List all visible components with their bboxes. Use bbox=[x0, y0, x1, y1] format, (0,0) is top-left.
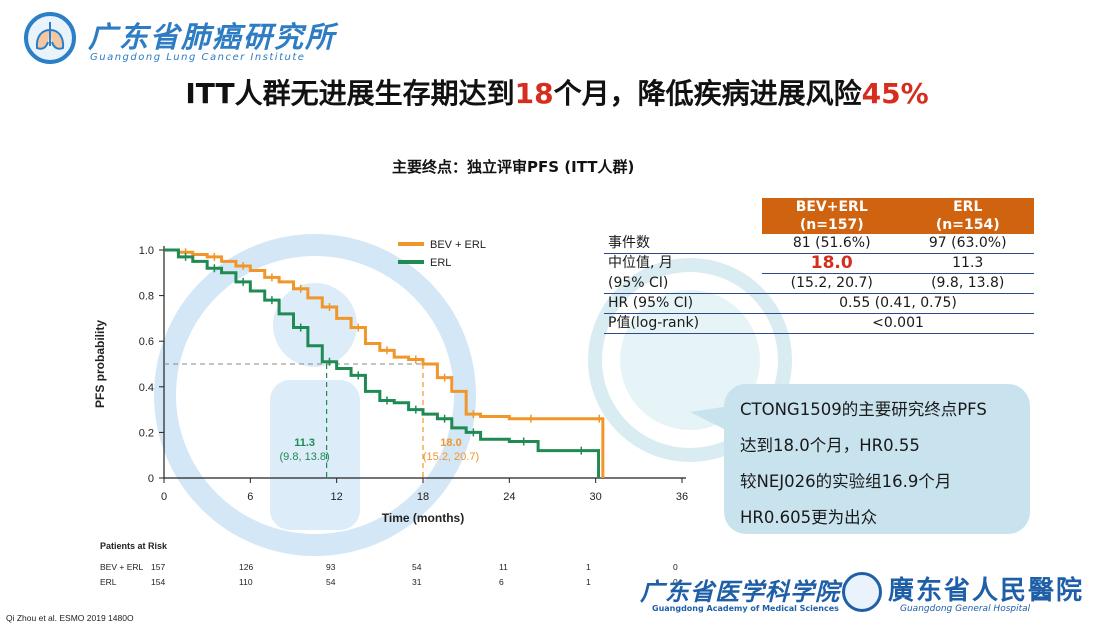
risk-title: Patients at Risk bbox=[100, 541, 168, 551]
y-tick-label: 0.8 bbox=[139, 291, 154, 303]
table-row: 中位值, 月 18.0 11.3 bbox=[604, 254, 1034, 274]
cell-value: (15.2, 20.7) bbox=[762, 273, 902, 294]
legend-label: BEV + ERL bbox=[430, 239, 486, 251]
y-tick-label: 0.4 bbox=[139, 382, 154, 394]
risk-cell: 0 bbox=[673, 577, 678, 587]
y-tick-label: 0 bbox=[148, 473, 154, 485]
table-row: 事件数 81 (51.6%) 97 (63.0%) bbox=[604, 234, 1034, 254]
cell-value: 0.55 (0.41, 0.75) bbox=[762, 293, 1034, 314]
academy-name-cn: 广东省医学科学院 bbox=[640, 577, 840, 606]
risk-cell: 31 bbox=[412, 577, 422, 587]
risk-cell: 0 bbox=[673, 562, 678, 572]
series-line-erl bbox=[164, 248, 601, 478]
risk-cell: 154 bbox=[151, 577, 166, 587]
academy-logo: 广东省医学科学院 Guangdong Academy of Medical Sc… bbox=[640, 572, 839, 616]
institute-name-cn: 广东省肺癌研究所 bbox=[88, 20, 337, 54]
median-ci-label: (15.2, 20.7) bbox=[423, 451, 479, 463]
row-label: HR (95% CI) bbox=[604, 293, 762, 314]
row-label: P值(log-rank) bbox=[604, 313, 762, 334]
legend-label: ERL bbox=[430, 257, 451, 269]
row-label: (95% CI) bbox=[604, 273, 762, 294]
cell-value: (9.8, 13.8) bbox=[901, 273, 1034, 294]
y-tick-label: 0.6 bbox=[139, 336, 154, 348]
callout-line: HR0.605更为出众 bbox=[740, 508, 878, 527]
callout-tail bbox=[690, 406, 730, 432]
risk-cell: 11 bbox=[499, 562, 508, 572]
hospital-name-en: Guangdong General Hospital bbox=[900, 604, 1031, 614]
callout-box: CTONG1509的主要研究终点PFS 达到18.0个月，HR0.55 较NEJ… bbox=[724, 384, 1030, 534]
y-axis-label: PFS probability bbox=[93, 320, 107, 408]
risk-cell: 54 bbox=[326, 577, 336, 587]
risk-cell: 110 bbox=[239, 577, 253, 587]
lung-logo-icon bbox=[24, 12, 76, 64]
cell-value: 11.3 bbox=[952, 255, 984, 271]
chart-subtitle: 主要终点：独立评审PFS (ITT人群) bbox=[392, 158, 635, 176]
hospital-name-cn: 廣东省人民醫院 bbox=[888, 576, 1085, 606]
col-header-bev: BEV+ERL (n=157) bbox=[762, 198, 902, 234]
median-label: 18.0 bbox=[440, 437, 461, 449]
cell-value: 18.0 bbox=[810, 253, 853, 273]
risk-row-label: ERL bbox=[100, 577, 117, 587]
x-tick-label: 24 bbox=[503, 491, 515, 503]
x-tick-label: 30 bbox=[590, 491, 602, 503]
risk-cell: 93 bbox=[326, 562, 336, 572]
hospital-logo: 廣东省人民醫院 Guangdong General Hospital bbox=[842, 570, 1092, 618]
institute-name-en: Guangdong Lung Cancer Institute bbox=[90, 52, 306, 63]
cell-value: <0.001 bbox=[762, 313, 1034, 334]
cell-value: 81 (51.6%) bbox=[762, 234, 902, 254]
institute-logo: 广东省肺癌研究所 Guangdong Lung Cancer Institute bbox=[24, 12, 354, 70]
col-header-erl: ERL (n=154) bbox=[901, 198, 1034, 234]
risk-cell: 1 bbox=[586, 562, 591, 572]
y-tick-label: 0.2 bbox=[139, 427, 154, 439]
table-row: P值(log-rank) <0.001 bbox=[604, 313, 1034, 334]
risk-table: Patients at Risk BEV + ERL 157 126 93 54 11 1 0… bbox=[100, 541, 700, 591]
x-tick-label: 0 bbox=[161, 491, 167, 503]
academy-name-en: Guangdong Academy of Medical Sciences bbox=[652, 604, 839, 613]
km-chart: 0 0.2 0.4 0.6 0.8 1.0 0 6 12 18 24 30 36 Time (months… bbox=[93, 239, 688, 525]
table-row: HR (95% CI) 0.55 (0.41, 0.75) bbox=[604, 293, 1034, 314]
callout-line: 达到18.0个月，HR0.55 bbox=[740, 436, 920, 455]
stats-table: BEV+ERL (n=157) ERL (n=154) 事件数 81 (51.6%)… bbox=[604, 198, 1034, 334]
x-tick-label: 6 bbox=[247, 491, 253, 503]
risk-cell: 157 bbox=[151, 562, 166, 572]
page-title: ITT人群无进展生存期达到18个月，降低疾病进展风险45% bbox=[185, 77, 929, 110]
y-tick-label: 1.0 bbox=[139, 245, 154, 257]
median-label: 11.3 bbox=[294, 437, 315, 449]
x-tick-label: 12 bbox=[331, 491, 343, 503]
row-label: 中位值, 月 bbox=[608, 255, 673, 272]
median-ci-label: (9.8, 13.8) bbox=[280, 451, 330, 463]
risk-cell: 6 bbox=[499, 577, 504, 587]
citation: Qi Zhou et al. ESMO 2019 1480O bbox=[6, 613, 134, 623]
x-axis-label: Time (months) bbox=[382, 511, 464, 525]
risk-row-label: BEV + ERL bbox=[100, 562, 144, 572]
hospital-emblem-icon bbox=[842, 572, 882, 612]
risk-cell: 54 bbox=[412, 562, 422, 572]
risk-cell: 126 bbox=[239, 562, 254, 572]
callout-line: 较NEJ026的实验组16.9个月 bbox=[740, 472, 952, 491]
cell-value: 97 (63.0%) bbox=[901, 234, 1034, 254]
risk-cell: 1 bbox=[586, 577, 591, 587]
table-header-row: BEV+ERL (n=157) ERL (n=154) bbox=[604, 198, 1034, 234]
callout-line: CTONG1509的主要研究终点PFS bbox=[740, 400, 987, 419]
row-label: 事件数 bbox=[604, 234, 762, 254]
x-tick-label: 36 bbox=[676, 491, 688, 503]
x-tick-label: 18 bbox=[417, 491, 429, 503]
table-row: (95% CI) (15.2, 20.7) (9.8, 13.8) bbox=[604, 273, 1034, 294]
series-line-bev-erl bbox=[164, 248, 605, 478]
